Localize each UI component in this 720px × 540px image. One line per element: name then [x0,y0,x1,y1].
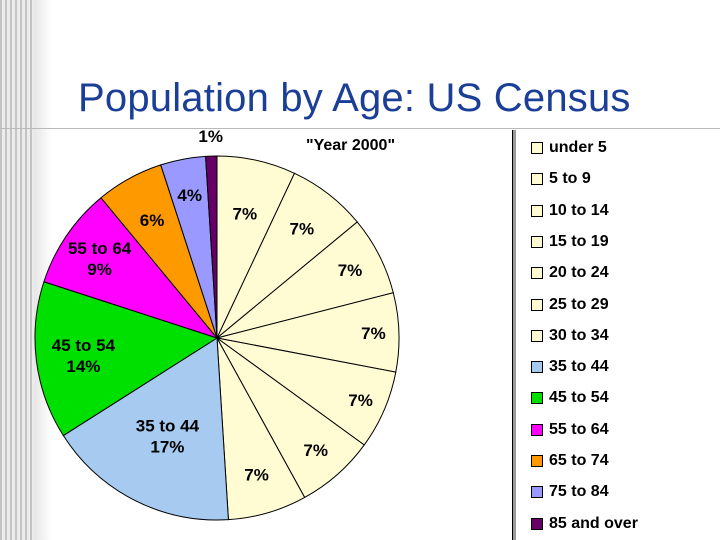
legend-item-75-to-84: 75 to 84 [531,482,609,502]
pie-label-25-to-29: 7% [303,441,328,460]
legend-item-65-to-74: 65 to 74 [531,451,609,471]
pie-slice-35-to-44 [62,337,229,521]
pie-label-65-to-74: 6% [140,211,165,230]
legend-label: 75 to 84 [549,483,609,501]
legend-label: 30 to 34 [549,326,609,344]
chart-legend: under 5 5 to 9 10 to 14 15 to 19 20 to 24 25 … [512,130,669,540]
legend-item-5-to-9: 5 to 9 [531,169,591,189]
title-divider [0,128,720,129]
legend-label: 65 to 74 [549,452,609,469]
legend-swatch [531,486,543,499]
decorative-stripe [0,0,34,540]
pie-label-75-to-84: 4% [177,186,202,205]
pie-label-15-to-19: 7% [361,324,386,343]
legend-label: 35 to 44 [549,358,609,376]
legend-label: 20 to 24 [549,264,609,282]
legend-swatch [531,392,543,405]
legend-swatch [531,142,543,154]
legend-swatch [531,455,543,467]
legend-label: 5 to 9 [549,170,591,188]
legend-label: under 5 [549,139,607,156]
legend-item-20-to-24: 20 to 24 [531,263,609,283]
legend-item-under-5: under 5 [531,138,607,158]
legend-label: 45 to 54 [549,389,609,407]
legend-label: 25 to 29 [549,295,609,313]
legend-item-55-to-64: 55 to 64 [531,420,609,440]
legend-item-85-and-over: 85 and over [531,514,638,534]
pie-label-30-to-34: 7% [244,465,269,484]
slide-title: Population by Age: US Census [78,76,631,120]
pie-label-under-5: 7% [233,205,258,224]
pie-label-85-and-over: 1% [198,127,223,146]
pie-slice-55-to-64 [43,197,219,340]
legend-swatch [531,204,543,217]
legend-label: 10 to 14 [549,201,609,219]
legend-swatch [531,173,543,186]
legend-swatch [531,517,543,530]
pie-label-55-to-64: 55 to 64 9% [68,239,132,279]
legend-swatch [531,267,543,280]
legend-item-45-to-54: 45 to 54 [531,388,609,408]
legend-item-30-to-34: 30 to 34 [531,326,609,346]
legend-item-15-to-19: 15 to 19 [531,232,609,252]
legend-item-35-to-44: 35 to 44 [531,357,609,377]
pie-label-5-to-9: 7% [290,220,315,239]
pie-slice-85-and-over [205,155,218,339]
legend-item-25-to-29: 25 to 29 [531,295,609,315]
legend-swatch [531,329,543,342]
pie-slice-45-to-54 [34,281,219,437]
pie-label-20-to-24: 7% [348,391,373,410]
legend-label: 85 and over [549,514,638,532]
legend-swatch [531,298,543,311]
legend-item-10-to-14: 10 to 14 [531,201,609,221]
chart-subtitle: "Year 2000" [306,137,396,154]
legend-label: 55 to 64 [549,420,609,438]
legend-swatch [531,361,543,374]
pie-label-10-to-14: 7% [338,261,363,280]
legend-swatch [531,423,543,436]
legend-swatch [531,235,543,248]
pie-label-45-to-54: 45 to 54 14% [52,336,116,376]
legend-label: 15 to 19 [549,232,609,250]
pie-label-35-to-44: 35 to 44 17% [136,416,200,456]
